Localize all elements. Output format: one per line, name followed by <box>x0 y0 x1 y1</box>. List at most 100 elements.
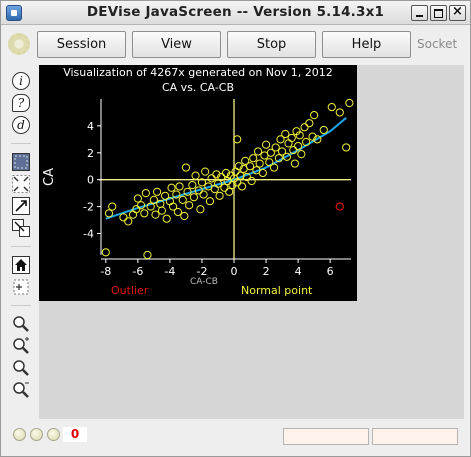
data-point <box>310 111 319 120</box>
debug-tool-icon[interactable]: d <box>12 116 30 134</box>
data-point <box>101 248 110 257</box>
data-point <box>175 182 184 191</box>
close-icon: × <box>452 4 463 19</box>
data-point <box>149 195 158 204</box>
view-button[interactable]: View <box>132 31 221 58</box>
y-tick-label: 4 <box>87 120 94 133</box>
error-count: 0 <box>63 427 87 442</box>
data-point <box>132 205 141 214</box>
data-point <box>221 168 231 178</box>
status-light-2 <box>30 428 43 441</box>
data-point <box>212 170 221 179</box>
help-button[interactable]: Help <box>322 31 411 58</box>
data-point <box>196 205 205 214</box>
select-tool-icon[interactable] <box>12 153 30 171</box>
cursor-box-icon[interactable] <box>12 278 30 296</box>
data-point <box>207 174 216 183</box>
data-point <box>247 176 256 186</box>
data-point <box>319 125 328 135</box>
toolbar-divider <box>11 246 31 247</box>
resize-arrow-icon[interactable] <box>12 197 30 215</box>
data-point <box>242 172 251 182</box>
data-point <box>152 187 162 196</box>
data-point <box>181 163 191 172</box>
help-bubble-icon[interactable]: ? <box>12 94 30 112</box>
window-title: DEVise JavaScreen -- Version 5.14.3x1 <box>86 4 385 20</box>
data-point <box>213 179 223 188</box>
status-field <box>372 428 458 445</box>
legend-normal-point: Normal point <box>241 284 313 297</box>
data-point <box>249 154 258 163</box>
data-point <box>215 191 224 200</box>
chart-title: Visualization of 4267x generated on Nov … <box>63 66 333 79</box>
data-point <box>124 217 133 226</box>
info-tool-icon[interactable]: i <box>12 72 30 90</box>
visualization-view[interactable]: Visualization of 4267x generated on Nov … <box>39 65 357 301</box>
data-point <box>258 168 267 178</box>
data-point <box>188 180 197 190</box>
session-button[interactable]: Session <box>37 31 126 58</box>
data-point <box>161 191 170 200</box>
shrink-view-icon[interactable] <box>12 219 30 237</box>
data-point <box>143 250 152 260</box>
data-point <box>220 183 229 192</box>
data-point <box>241 156 250 165</box>
data-point <box>253 147 263 156</box>
fit-view-icon[interactable] <box>12 175 30 193</box>
x-tick-label: 0 <box>231 265 238 278</box>
data-point <box>191 171 200 180</box>
zoom-in-icon[interactable] <box>12 315 30 333</box>
y-tick-label: -2 <box>83 201 94 214</box>
data-point <box>197 178 207 187</box>
socket-label: Socket <box>417 37 458 51</box>
y-axis-label: CA <box>42 168 57 186</box>
data-point <box>119 213 128 222</box>
maximize-button[interactable] <box>430 5 447 21</box>
close-button[interactable]: × <box>449 4 466 21</box>
data-point <box>133 194 142 203</box>
data-point <box>289 146 298 155</box>
chart-subtitle: CA vs. CA-CB <box>162 81 234 94</box>
zoom-out-icon[interactable] <box>12 359 30 377</box>
y-tick-label: 2 <box>87 147 94 160</box>
gear-icon <box>8 33 30 55</box>
data-point <box>141 189 150 198</box>
data-point <box>255 159 264 168</box>
x-tick-label: 4 <box>295 265 302 278</box>
data-point <box>194 186 203 195</box>
minimize-button[interactable] <box>411 5 428 21</box>
x-tick-label: 6 <box>327 265 334 278</box>
home-icon[interactable] <box>12 256 30 274</box>
fit-line <box>105 117 347 220</box>
status-light-1 <box>13 428 26 441</box>
app-icon[interactable] <box>6 5 22 21</box>
data-point <box>237 182 247 191</box>
data-point <box>183 187 192 196</box>
title-bar[interactable]: DEVise JavaScreen -- Version 5.14.3x1 × <box>1 1 470 25</box>
legend-outlier: Outlier <box>111 284 149 297</box>
status-field <box>283 428 369 445</box>
data-point <box>169 202 178 211</box>
toolbar-divider <box>11 305 31 306</box>
data-point <box>104 209 114 218</box>
data-point <box>297 150 306 159</box>
x-tick-label: 2 <box>263 265 270 278</box>
x-tick-label: -6 <box>132 265 143 278</box>
data-point <box>313 135 322 144</box>
data-point <box>173 207 183 217</box>
data-point <box>217 172 226 182</box>
data-point <box>136 201 146 210</box>
zoom-in-xy-icon[interactable] <box>12 337 30 355</box>
data-point <box>178 195 187 204</box>
stop-button[interactable]: Stop <box>227 31 316 58</box>
data-point <box>172 190 181 199</box>
data-point <box>157 206 166 215</box>
data-point <box>305 119 314 128</box>
data-point <box>308 132 317 141</box>
data-point <box>274 154 283 163</box>
zoom-out-xy-icon[interactable] <box>12 381 30 399</box>
data-point <box>327 102 336 112</box>
data-point <box>282 152 291 161</box>
data-point <box>234 162 243 171</box>
